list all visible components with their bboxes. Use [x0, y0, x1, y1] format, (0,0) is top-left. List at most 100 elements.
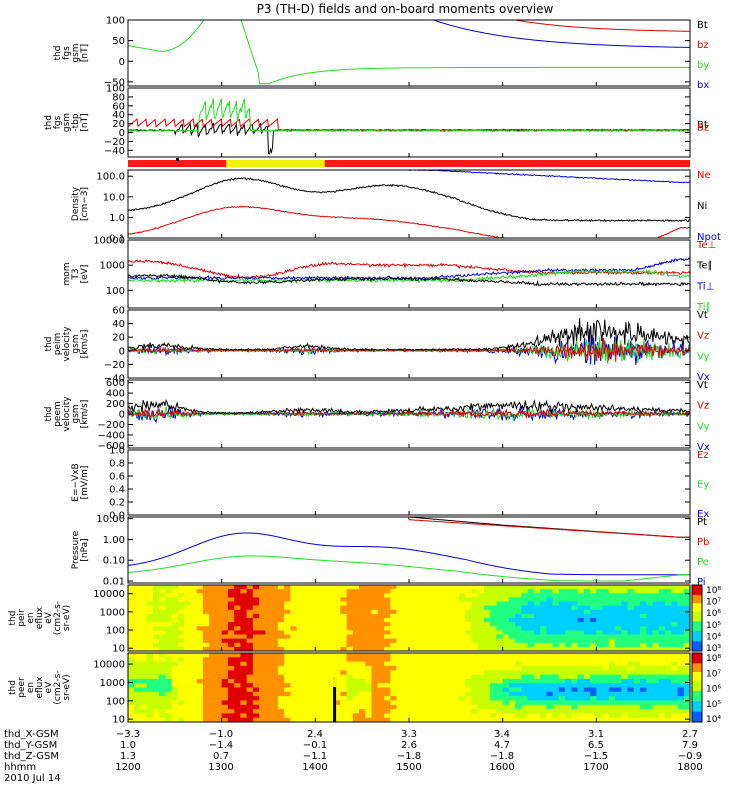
heatmap-cell: [209, 593, 216, 598]
heatmap-cell: [202, 691, 210, 697]
series-npot: [408, 170, 690, 184]
heatmap-cell: [677, 585, 685, 590]
heatmap-cell: [290, 585, 298, 590]
heatmap-cell: [683, 626, 690, 631]
heatmap-cell: [402, 700, 410, 706]
heatmap-cell: [159, 634, 166, 640]
heatmap-cell: [446, 665, 454, 671]
y-axis-label-line: thd: [44, 115, 54, 130]
heatmap-cell: [184, 674, 191, 680]
heatmap-cell: [508, 593, 516, 598]
heatmap-cell: [465, 657, 472, 663]
heatmap-cell: [396, 696, 404, 701]
heatmap-cell: [146, 709, 154, 714]
heatmap-cell: [134, 709, 141, 714]
heatmap-cell: [446, 609, 454, 615]
heatmap-cell: [234, 589, 241, 594]
heatmap-cell: [140, 601, 148, 607]
heatmap-cell: [352, 646, 360, 651]
heatmap-cell: [146, 613, 154, 619]
colorbar-cell: [692, 680, 702, 683]
heatmap-cell: [421, 704, 429, 710]
heatmap-cell: [296, 613, 304, 619]
x-axis-value: 1400: [302, 762, 327, 773]
heatmap-cell: [421, 642, 429, 648]
y-axis-label-line: [cm−3]: [80, 187, 90, 221]
heatmap-cell: [421, 709, 429, 714]
heatmap-cell: [271, 638, 279, 644]
heatmap-cell: [402, 653, 410, 658]
series-vy: [128, 406, 690, 422]
heatmap-cell: [540, 605, 547, 611]
colorbar-frame: [691, 584, 703, 652]
x-axis-value: −1.0: [209, 729, 233, 740]
heatmap-cell: [365, 674, 373, 680]
heatmap-cell: [390, 585, 398, 590]
heatmap-cell: [365, 593, 373, 598]
heatmap-cell: [140, 593, 148, 598]
heatmap-cell: [184, 670, 191, 676]
heatmap-cell: [246, 618, 254, 623]
heatmap-cell: [384, 657, 391, 663]
heatmap-cell: [190, 638, 198, 644]
heatmap-cell: [184, 657, 191, 663]
heatmap-cell: [508, 678, 516, 684]
heatmap-cell: [477, 653, 485, 658]
heatmap-cell: [134, 653, 141, 658]
heatmap-cell: [615, 609, 622, 615]
heatmap-cell: [128, 691, 135, 697]
heatmap-cell: [577, 700, 585, 706]
heatmap-cell: [178, 622, 185, 627]
y-axis-label-line: (cm2-s-: [53, 601, 63, 635]
heatmap-cell: [590, 678, 597, 684]
heatmap-cell: [440, 700, 447, 706]
heatmap-cell: [409, 713, 416, 719]
heatmap-cell: [627, 674, 635, 680]
heatmap-cell: [477, 605, 485, 611]
heatmap-cell: [352, 597, 360, 603]
heatmap-cell: [352, 691, 360, 697]
heatmap-cell: [427, 700, 435, 706]
heatmap-cell: [602, 589, 610, 594]
heatmap-cell: [377, 670, 385, 676]
colorbar-label: 10³: [706, 644, 721, 654]
heatmap-cell: [409, 670, 416, 676]
heatmap-cell: [646, 585, 654, 590]
heatmap-cell: [159, 665, 166, 671]
y-axis-label-line: en: [26, 682, 36, 693]
heatmap-cell: [502, 709, 510, 714]
heatmap-cell: [165, 717, 173, 722]
heatmap-cell: [221, 589, 229, 594]
heatmap-cell: [565, 687, 572, 693]
heatmap-cell: [490, 700, 497, 706]
heatmap-cell: [508, 700, 516, 706]
heatmap-cell: [565, 657, 572, 663]
heatmap-cell: [265, 613, 273, 619]
heatmap-cell: [434, 665, 441, 671]
heatmap-cell: [334, 601, 341, 607]
heatmap-cell: [540, 700, 547, 706]
heatmap-cell: [240, 585, 248, 590]
heatmap-cell: [284, 704, 291, 710]
heatmap-cell: [577, 622, 585, 627]
heatmap-cell: [496, 642, 504, 648]
heatmap-cell: [496, 634, 504, 640]
heatmap-cell: [290, 687, 298, 693]
heatmap-cell: [521, 609, 529, 615]
heatmap-cell: [415, 626, 422, 631]
y-axis-label-line: peim: [53, 333, 63, 356]
heatmap-cell: [315, 593, 323, 598]
heatmap-cell: [640, 704, 647, 710]
heatmap-cell: [309, 609, 316, 615]
heatmap-cell: [465, 589, 472, 594]
heatmap-cell: [621, 704, 629, 710]
heatmap-cell: [146, 618, 154, 623]
heatmap-cell: [221, 653, 229, 658]
heatmap-cell: [140, 646, 148, 651]
heatmap-cell: [446, 704, 454, 710]
heatmap-cell: [533, 674, 541, 680]
heatmap-cell: [202, 601, 210, 607]
heatmap-cell: [346, 642, 354, 648]
heatmap-cell: [471, 704, 479, 710]
heatmap-cell: [377, 700, 385, 706]
